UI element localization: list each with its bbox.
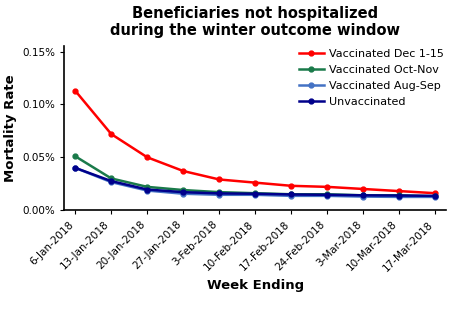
Vaccinated Oct-Nov (216, 190, 222, 194)
Vaccinated Dec 1-15 (252, 181, 257, 184)
Unvaccinated (108, 179, 114, 183)
X-axis label: Week Ending: Week Ending (206, 278, 303, 291)
Vaccinated Oct-Nov (108, 176, 114, 180)
Title: Beneficiaries not hospitalized
during the winter outcome window: Beneficiaries not hospitalized during th… (110, 6, 399, 38)
Vaccinated Dec 1-15 (360, 187, 365, 191)
Vaccinated Oct-Nov (324, 193, 330, 196)
Vaccinated Aug-Sep (144, 189, 150, 193)
Vaccinated Dec 1-15 (144, 155, 150, 159)
Vaccinated Dec 1-15 (288, 184, 293, 188)
Vaccinated Dec 1-15 (180, 169, 185, 173)
Vaccinated Aug-Sep (72, 166, 78, 170)
Legend: Vaccinated Dec 1-15, Vaccinated Oct-Nov, Vaccinated Aug-Sep, Unvaccinated: Vaccinated Dec 1-15, Vaccinated Oct-Nov,… (298, 49, 443, 107)
Unvaccinated (180, 190, 185, 194)
Vaccinated Dec 1-15 (396, 189, 401, 193)
Vaccinated Dec 1-15 (72, 89, 78, 93)
Vaccinated Aug-Sep (360, 195, 365, 198)
Vaccinated Dec 1-15 (432, 191, 437, 195)
Unvaccinated (432, 194, 437, 198)
Line: Vaccinated Oct-Nov: Vaccinated Oct-Nov (73, 154, 437, 199)
Vaccinated Dec 1-15 (216, 178, 222, 181)
Vaccinated Oct-Nov (432, 195, 437, 198)
Vaccinated Dec 1-15 (324, 185, 330, 189)
Vaccinated Oct-Nov (360, 193, 365, 197)
Unvaccinated (144, 188, 150, 191)
Unvaccinated (324, 193, 330, 197)
Unvaccinated (288, 193, 293, 196)
Vaccinated Oct-Nov (72, 154, 78, 158)
Vaccinated Aug-Sep (396, 195, 401, 199)
Line: Unvaccinated: Unvaccinated (73, 165, 437, 198)
Unvaccinated (396, 194, 401, 197)
Vaccinated Oct-Nov (252, 191, 257, 195)
Unvaccinated (216, 192, 222, 195)
Vaccinated Oct-Nov (180, 188, 185, 192)
Vaccinated Oct-Nov (396, 193, 401, 197)
Line: Vaccinated Dec 1-15: Vaccinated Dec 1-15 (73, 88, 437, 196)
Vaccinated Oct-Nov (144, 185, 150, 189)
Y-axis label: Mortality Rate: Mortality Rate (4, 74, 17, 182)
Vaccinated Aug-Sep (180, 192, 185, 196)
Vaccinated Aug-Sep (288, 194, 293, 198)
Unvaccinated (360, 193, 365, 197)
Vaccinated Aug-Sep (324, 194, 330, 198)
Vaccinated Aug-Sep (432, 195, 437, 199)
Vaccinated Oct-Nov (288, 193, 293, 196)
Unvaccinated (252, 192, 257, 196)
Vaccinated Aug-Sep (252, 193, 257, 197)
Vaccinated Dec 1-15 (108, 132, 114, 136)
Line: Vaccinated Aug-Sep: Vaccinated Aug-Sep (73, 165, 437, 199)
Vaccinated Aug-Sep (108, 180, 114, 184)
Unvaccinated (72, 166, 78, 170)
Vaccinated Aug-Sep (216, 193, 222, 197)
